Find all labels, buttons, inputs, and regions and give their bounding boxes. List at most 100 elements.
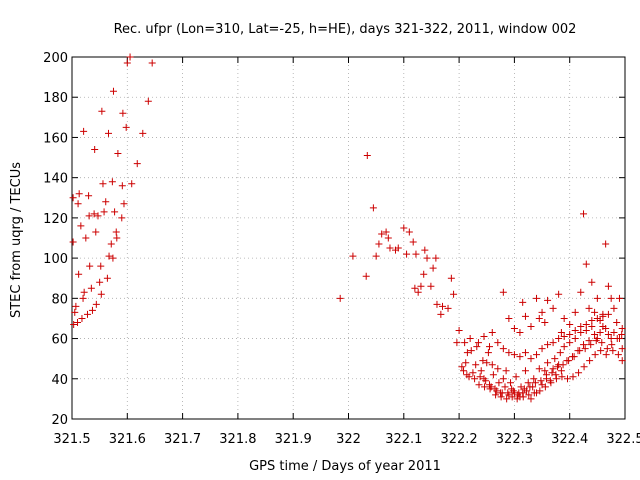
- data-point: [549, 339, 557, 347]
- data-point: [519, 298, 527, 306]
- data-point: [588, 322, 596, 330]
- data-point: [79, 294, 87, 302]
- data-point: [349, 252, 357, 260]
- data-point: [607, 294, 615, 302]
- data-point: [72, 302, 80, 310]
- x-tick-label: 321.6: [109, 432, 146, 447]
- data-point: [369, 204, 377, 212]
- data-point: [527, 355, 535, 363]
- data-point: [536, 387, 544, 395]
- data-point: [484, 349, 492, 357]
- data-point: [560, 343, 568, 351]
- data-point: [499, 375, 507, 383]
- data-point: [585, 304, 593, 312]
- data-point: [548, 369, 556, 377]
- data-point: [477, 367, 485, 375]
- data-point: [414, 288, 422, 296]
- data-point: [102, 198, 110, 206]
- data-point: [530, 389, 538, 397]
- data-point: [97, 290, 105, 298]
- data-point: [576, 347, 584, 355]
- data-point: [566, 339, 574, 347]
- data-point: [499, 288, 507, 296]
- data-point: [85, 212, 93, 220]
- data-point: [450, 290, 458, 298]
- data-point: [509, 387, 517, 395]
- data-point: [97, 262, 105, 270]
- data-point: [555, 290, 563, 298]
- data-point: [144, 97, 152, 105]
- data-point: [98, 107, 106, 115]
- data-point: [455, 327, 463, 335]
- data-point: [537, 377, 545, 385]
- data-point: [556, 349, 564, 357]
- data-point: [577, 329, 585, 337]
- data-point: [476, 373, 484, 381]
- data-point: [510, 351, 518, 359]
- data-point: [128, 180, 136, 188]
- data-point: [566, 331, 574, 339]
- data-point: [471, 375, 479, 383]
- data-point: [460, 367, 468, 375]
- data-point: [119, 109, 127, 117]
- y-tick-label: 120: [43, 212, 68, 227]
- y-tick-label: 100: [43, 252, 68, 267]
- data-point: [531, 379, 539, 387]
- data-point: [444, 304, 452, 312]
- data-point: [80, 127, 88, 135]
- chart-title: Rec. ufpr (Lon=310, Lat=-25, h=HE), days…: [114, 22, 577, 37]
- data-point: [123, 59, 131, 67]
- data-point: [458, 363, 466, 371]
- data-point: [453, 339, 461, 347]
- data-point: [378, 230, 386, 238]
- data-point: [597, 347, 605, 355]
- data-point: [604, 282, 612, 290]
- x-tick-label: 322.3: [496, 432, 533, 447]
- data-point: [107, 240, 115, 248]
- data-point: [614, 351, 622, 359]
- data-point: [552, 371, 560, 379]
- data-point: [560, 333, 568, 341]
- data-point: [96, 278, 104, 286]
- data-point: [613, 335, 621, 343]
- data-point: [552, 375, 560, 383]
- data-point: [494, 365, 502, 373]
- data-point: [527, 322, 535, 330]
- data-points: [69, 53, 626, 403]
- data-point: [558, 373, 566, 381]
- y-tick-label: 60: [51, 333, 68, 348]
- data-point: [74, 318, 82, 326]
- data-point: [603, 345, 611, 353]
- data-point: [403, 250, 411, 258]
- data-point: [542, 371, 550, 379]
- data-point: [486, 343, 494, 351]
- data-point: [559, 361, 567, 369]
- data-point: [580, 341, 588, 349]
- data-point: [148, 59, 156, 67]
- y-tick-label: 80: [51, 292, 68, 307]
- y-tick-label: 200: [43, 51, 68, 66]
- data-point: [139, 129, 147, 137]
- data-point: [433, 300, 441, 308]
- data-point: [362, 272, 370, 280]
- data-point: [524, 379, 532, 387]
- data-point: [122, 123, 130, 131]
- data-point: [423, 254, 431, 262]
- data-point: [541, 383, 549, 391]
- data-point: [530, 375, 538, 383]
- data-point: [386, 244, 394, 252]
- data-point: [602, 325, 610, 332]
- data-point: [103, 274, 111, 282]
- data-point: [575, 369, 583, 377]
- y-tick-label: 160: [43, 131, 68, 146]
- y-tick-labels: 20 40 60 80 100 120 140 160 180 200: [43, 51, 68, 428]
- data-point: [591, 351, 599, 359]
- data-point: [535, 314, 543, 322]
- data-point: [565, 357, 573, 365]
- data-point: [592, 337, 600, 345]
- data-point: [463, 349, 471, 357]
- data-point: [607, 335, 615, 343]
- data-point: [109, 87, 117, 95]
- data-point: [120, 200, 128, 208]
- data-point: [82, 234, 90, 242]
